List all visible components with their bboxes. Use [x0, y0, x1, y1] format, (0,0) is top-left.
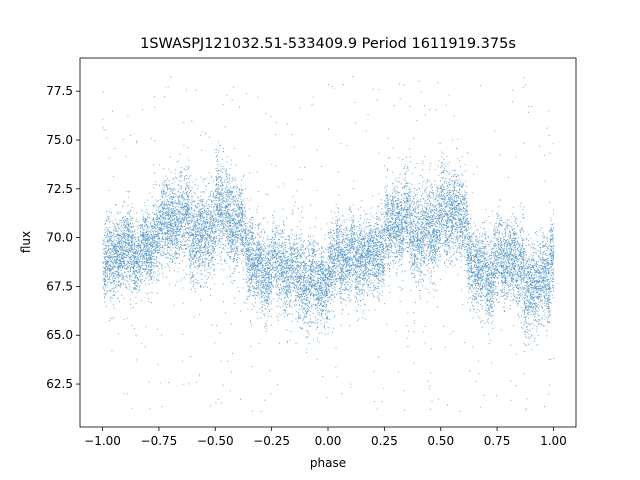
y-tick-label: 62.5 — [46, 377, 73, 391]
x-tick-label: −0.50 — [197, 434, 234, 448]
y-axis-ticks: 62.5 65.0 67.5 70.0 72.5 75.0 77.5 — [46, 84, 80, 391]
y-tick-label: 77.5 — [46, 84, 73, 98]
x-tick-label: −0.75 — [141, 434, 178, 448]
y-tick-label: 67.5 — [46, 279, 73, 293]
y-tick-label: 75.0 — [46, 133, 73, 147]
x-tick-label: 0.50 — [427, 434, 454, 448]
x-axis-label: phase — [310, 456, 346, 470]
x-tick-label: 1.00 — [540, 434, 567, 448]
x-tick-label: −0.25 — [253, 434, 290, 448]
chart-title: 1SWASPJ121032.51-533409.9 Period 1611919… — [140, 36, 516, 52]
y-tick-label: 65.0 — [46, 328, 73, 342]
x-axis-ticks: −1.00 −0.75 −0.50 −0.25 0.00 0.25 0.50 0.75 1.00 — [84, 427, 567, 448]
y-tick-label: 72.5 — [46, 182, 73, 196]
y-tick-label: 70.0 — [46, 231, 73, 245]
plot-frame — [79, 57, 577, 428]
y-axis-label: flux — [19, 231, 33, 253]
x-tick-label: −1.00 — [84, 434, 121, 448]
flux-point-cloud — [102, 76, 555, 412]
x-tick-label: 0.25 — [371, 434, 398, 448]
x-tick-label: 0.00 — [315, 434, 342, 448]
scatter-points — [102, 76, 555, 412]
x-tick-label: 0.75 — [484, 434, 511, 448]
